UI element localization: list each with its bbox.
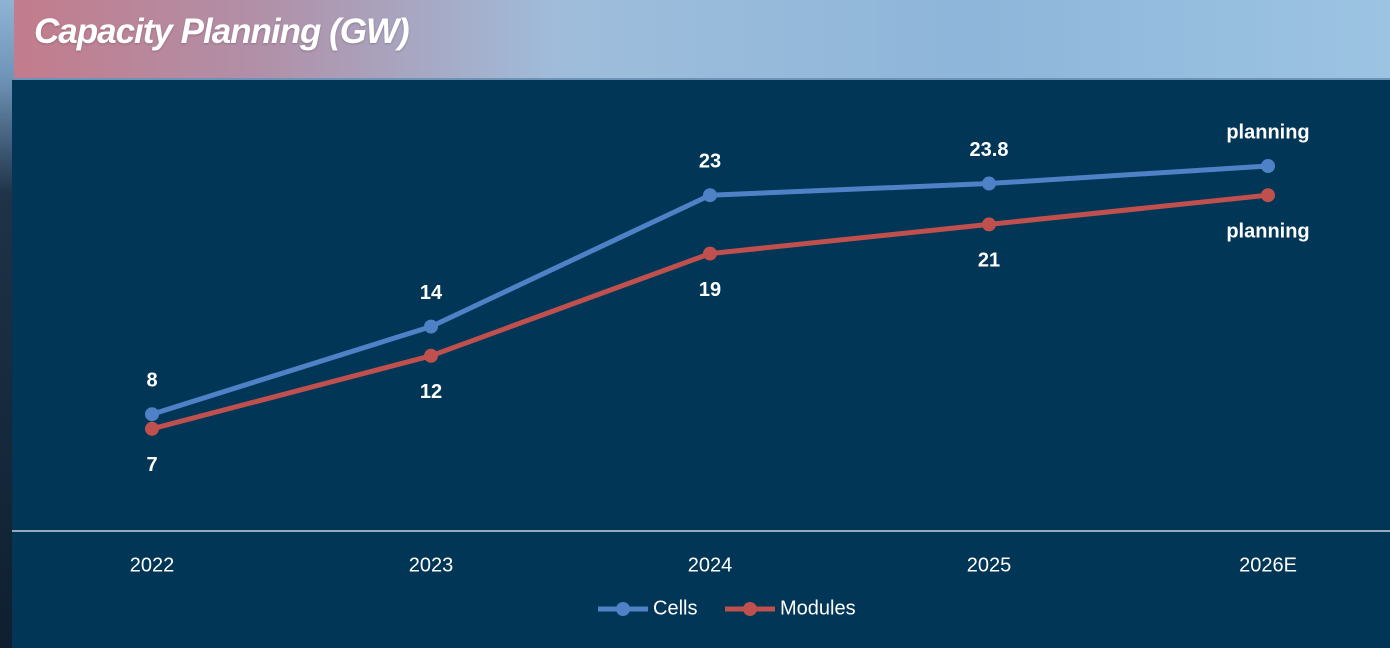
data-point	[424, 349, 438, 363]
data-point	[703, 247, 717, 261]
data-point	[145, 407, 159, 421]
data-point	[145, 422, 159, 436]
data-point	[982, 217, 996, 231]
data-label: planning	[1226, 121, 1309, 143]
data-point	[982, 177, 996, 191]
x-tick-label: 2023	[409, 554, 454, 576]
legend-swatch-dot	[616, 602, 630, 616]
x-tick-label: 2025	[967, 554, 1012, 576]
chart: 2022 2023 2024 2025 2026E 8 14 23 23.8 planning 7 1…	[0, 0, 1390, 648]
x-tick-label: 2024	[688, 554, 733, 576]
data-label: 21	[978, 250, 1000, 272]
data-label: 23.8	[970, 139, 1009, 161]
legend-swatch-dot	[743, 602, 757, 616]
page: Capacity Planning (GW) 20222023202420252…	[0, 0, 1390, 648]
data-label: 19	[699, 279, 721, 301]
x-tick-label: 2022	[130, 554, 175, 576]
data-point	[1261, 188, 1275, 202]
x-tick-label: 2026E	[1239, 554, 1297, 576]
legend-label: Modules	[780, 597, 856, 619]
data-label: 7	[146, 454, 157, 476]
data-label: 12	[420, 381, 442, 403]
data-label: 8	[146, 369, 157, 391]
data-label: 14	[420, 282, 443, 304]
data-point	[1261, 159, 1275, 173]
data-label: planning	[1226, 220, 1309, 242]
legend-label: Cells	[653, 597, 697, 619]
data-point	[424, 320, 438, 334]
data-label: 23	[699, 150, 721, 172]
data-point	[703, 188, 717, 202]
